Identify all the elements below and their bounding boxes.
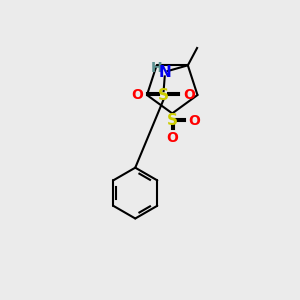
Text: O: O	[166, 131, 178, 145]
Text: O: O	[183, 88, 195, 102]
Text: N: N	[158, 65, 171, 80]
Text: O: O	[188, 114, 200, 128]
Text: H: H	[151, 61, 163, 75]
Text: O: O	[131, 88, 143, 102]
Text: S: S	[167, 113, 178, 128]
Text: S: S	[158, 88, 169, 103]
